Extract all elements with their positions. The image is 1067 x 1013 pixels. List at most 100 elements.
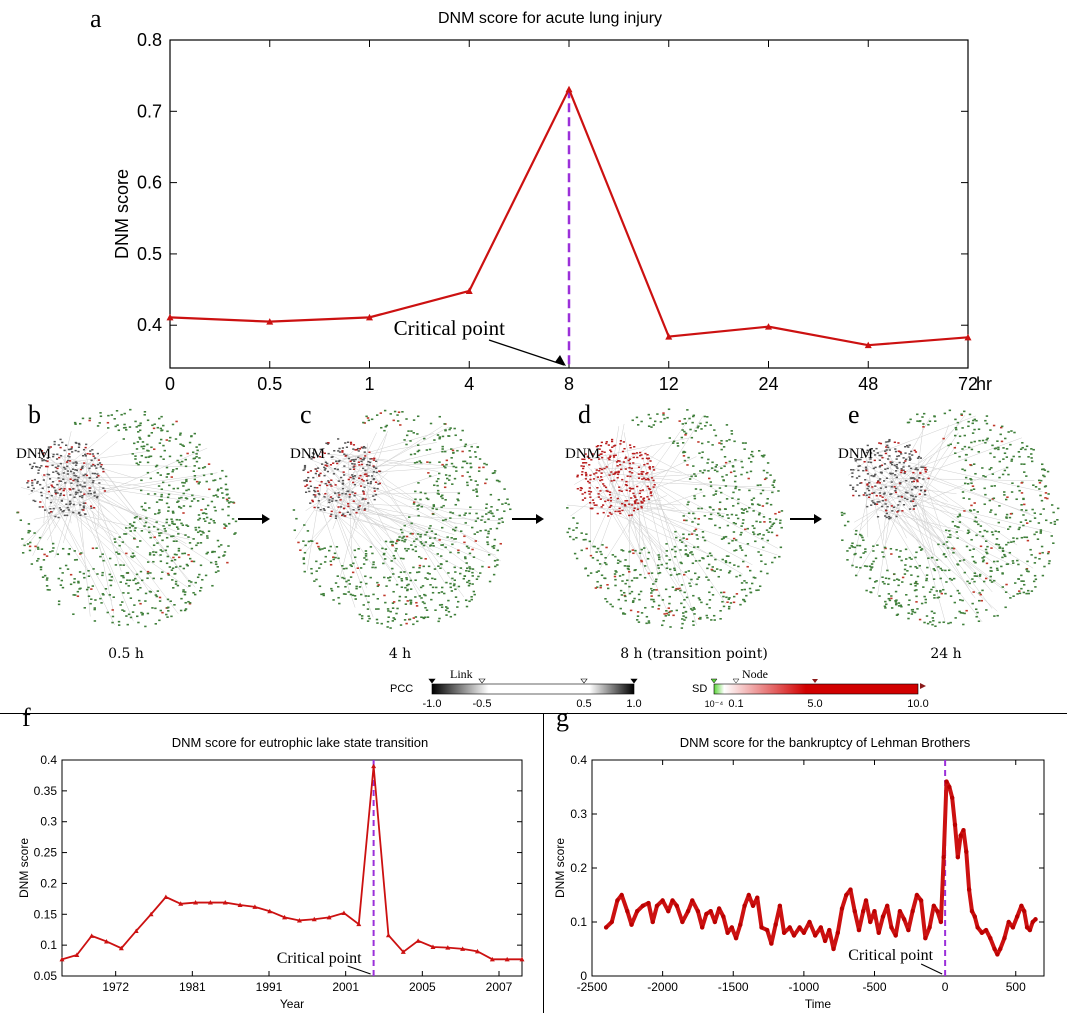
dnm-cluster-node — [652, 469, 656, 471]
network-node — [958, 513, 961, 516]
dnm-cluster-node — [868, 493, 871, 496]
dnm-cluster-node — [879, 442, 883, 445]
network-node — [170, 535, 173, 538]
network-node — [420, 542, 424, 545]
network-node — [465, 569, 468, 572]
network-node — [445, 614, 448, 616]
network-node — [970, 489, 973, 491]
network-node — [158, 534, 161, 537]
dnm-cluster-node — [608, 458, 611, 461]
network-node — [889, 547, 893, 550]
network-node — [1030, 453, 1033, 455]
chart-f-xtick-label: 1972 — [102, 980, 129, 994]
network-node — [315, 578, 318, 581]
dnm-cluster-node — [68, 460, 72, 462]
dnm-cluster-node — [896, 455, 899, 458]
network-node — [422, 565, 425, 568]
network-node — [213, 506, 216, 509]
network-node — [497, 498, 501, 501]
dnm-cluster-node — [630, 514, 633, 516]
chart-g-point — [1014, 914, 1020, 919]
network-node — [364, 575, 367, 578]
dnm-cluster-node — [355, 448, 359, 451]
dnm-cluster-node — [884, 450, 887, 452]
network-node — [445, 477, 449, 480]
dnm-cluster-node — [53, 443, 56, 446]
dnm-cluster-node — [869, 458, 872, 460]
dnm-cluster-node — [40, 457, 43, 460]
network-node — [1001, 549, 1005, 552]
network-node — [74, 423, 77, 425]
network-node — [978, 592, 981, 594]
chart-a-point — [166, 313, 174, 321]
dnm-cluster-node — [72, 462, 75, 464]
network-node — [774, 512, 777, 515]
network-node — [357, 548, 360, 550]
chart-g-xtick-label: 0 — [942, 980, 949, 994]
network-node — [139, 518, 142, 520]
dnm-cluster-node — [102, 467, 105, 470]
chart-g-point — [844, 892, 849, 898]
network-node — [966, 483, 970, 485]
network-graph-b — [16, 408, 238, 628]
network-node — [51, 550, 54, 552]
dnm-cluster-node — [646, 462, 649, 465]
network-node — [431, 586, 435, 589]
network-node — [723, 465, 726, 468]
network-node — [665, 612, 669, 615]
network-node — [652, 424, 655, 426]
network-node — [586, 574, 590, 577]
dnm-cluster-node — [374, 460, 378, 463]
chart-f-xtick-label: 1981 — [179, 980, 206, 994]
network-node — [745, 594, 748, 597]
network-node — [882, 556, 885, 558]
dnm-cluster-node — [323, 466, 326, 469]
network-node — [764, 563, 767, 566]
network-node — [463, 445, 467, 448]
network-node — [930, 556, 934, 559]
network-node — [467, 547, 470, 549]
network-node — [979, 525, 983, 527]
dnm-cluster-node — [373, 487, 376, 490]
network-node — [1011, 482, 1014, 485]
network-node — [405, 622, 408, 625]
network-edge — [909, 462, 1043, 492]
network-node — [700, 601, 703, 604]
network-node — [404, 547, 407, 550]
chart-f-annotation: Critical point — [277, 950, 362, 967]
chart-g-point — [729, 925, 735, 930]
network-node — [611, 554, 615, 556]
dnm-cluster-node — [585, 473, 588, 476]
dnm-cluster-node — [857, 469, 860, 472]
network-node — [147, 435, 151, 437]
network-node — [1001, 425, 1004, 428]
dnm-cluster-node — [312, 456, 315, 459]
dnm-cluster-node — [613, 479, 616, 482]
network-node — [417, 482, 420, 484]
dnm-cluster-node — [652, 486, 655, 488]
network-node — [1023, 536, 1026, 539]
network-node — [466, 481, 469, 484]
network-edge — [352, 442, 478, 473]
network-node — [846, 550, 849, 552]
network-node — [745, 581, 748, 584]
dnm-cluster-node — [323, 509, 326, 512]
dnm-cluster-node — [83, 462, 86, 464]
network-caption-e: 24 h — [930, 646, 962, 662]
network-node — [176, 459, 179, 462]
network-node — [1007, 541, 1010, 544]
network-node — [424, 577, 427, 579]
network-node — [865, 589, 868, 592]
network-node — [401, 531, 404, 534]
network-node — [873, 581, 877, 583]
network-node — [933, 594, 936, 596]
network-node — [684, 616, 688, 619]
network-node — [409, 440, 412, 442]
chart-g-point — [742, 903, 747, 908]
network-node — [851, 542, 854, 545]
dnm-cluster-node — [328, 499, 331, 501]
dnm-cluster-node — [329, 483, 332, 486]
network-node — [419, 586, 423, 589]
network-caption-c: 4 h — [388, 646, 412, 662]
network-node — [695, 534, 699, 536]
